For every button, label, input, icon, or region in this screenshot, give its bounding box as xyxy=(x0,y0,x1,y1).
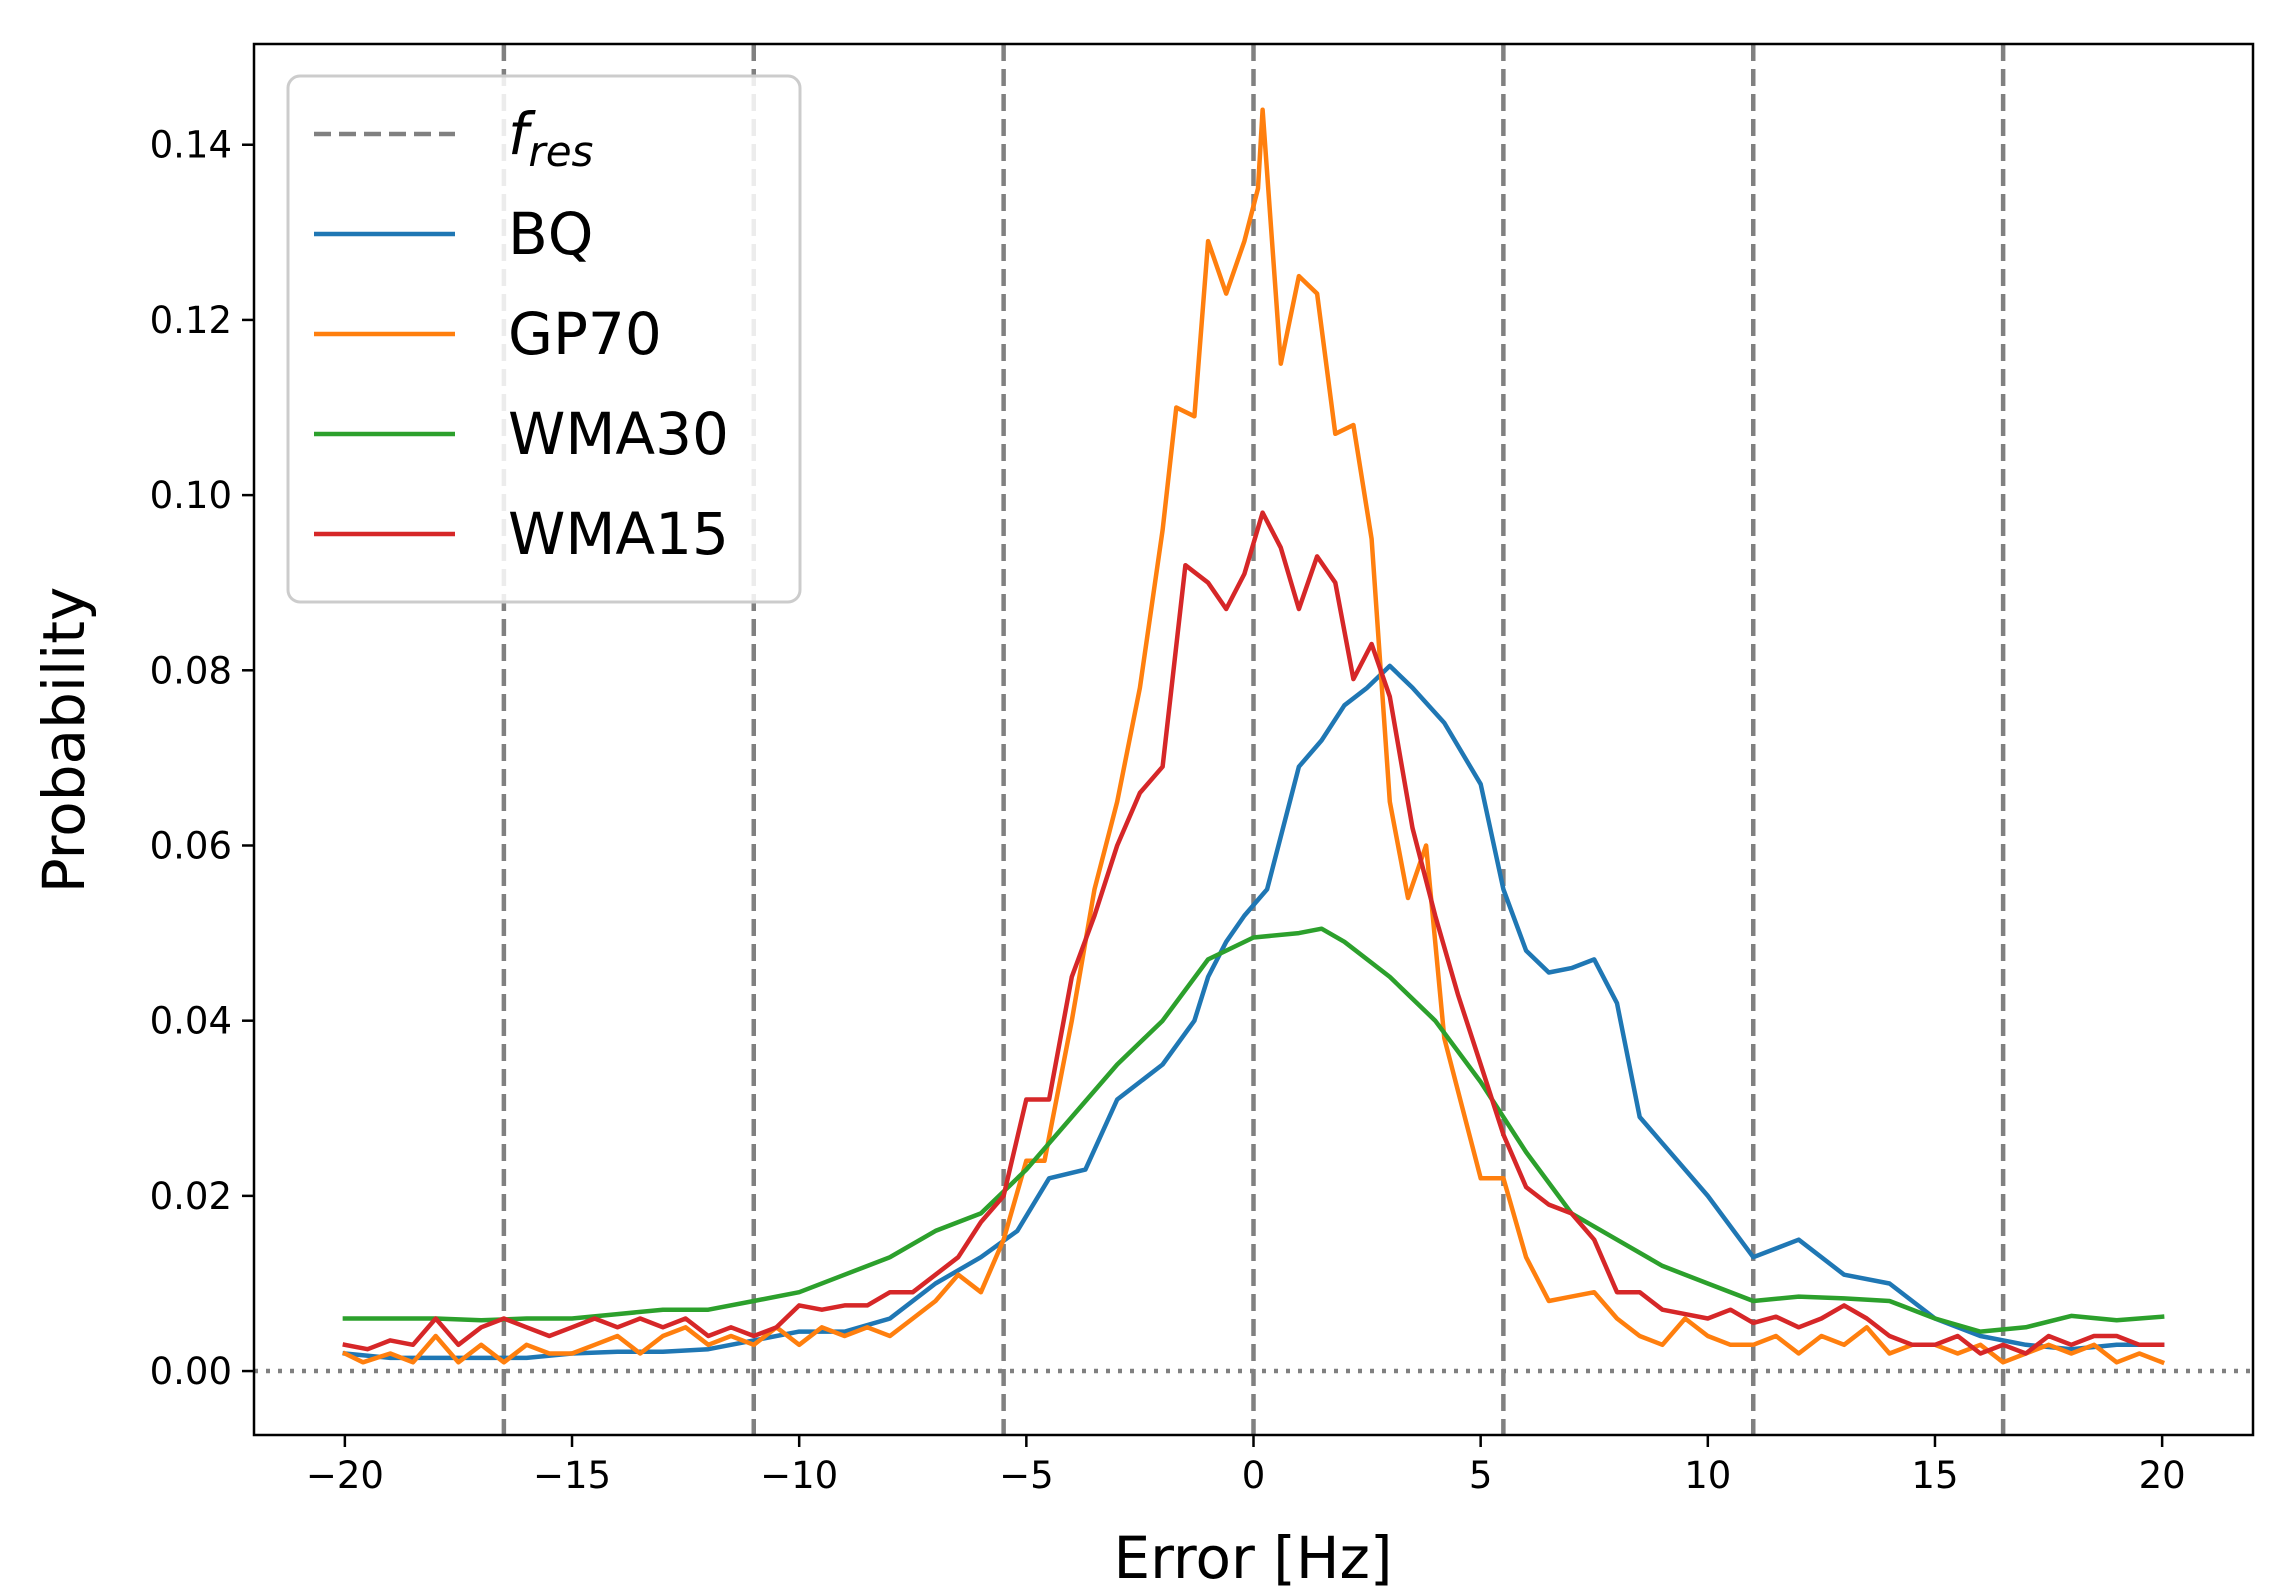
series-line-wma30 xyxy=(342,926,2165,1334)
x-tick-label: 5 xyxy=(1469,1454,1493,1497)
y-axis-title: Probability xyxy=(30,587,98,894)
tick-layer: −20 −15 −10 −5 0 5 10 15 20 0.00 0.02 0.04 0.06 0.08 0… xyxy=(150,124,2186,1497)
y-tick-label: 0.06 xyxy=(150,824,232,867)
legend-box xyxy=(286,74,802,604)
series-line-gp70 xyxy=(341,107,2166,1366)
legend-label-wma30: WMA30 xyxy=(508,400,729,468)
x-axis-title: Error [Hz] xyxy=(1113,1524,1392,1592)
x-tick-label: 20 xyxy=(2139,1454,2186,1497)
x-tick-label: 0 xyxy=(1242,1454,1266,1497)
legend-label-wma15: WMA15 xyxy=(508,500,729,568)
y-tick-label: 0.08 xyxy=(150,649,232,692)
y-tick-label: 0.02 xyxy=(150,1175,232,1218)
legend-label-gp70: GP70 xyxy=(508,300,662,368)
legend-label-bq: BQ xyxy=(508,200,593,268)
x-tick-label: 10 xyxy=(1684,1454,1731,1497)
series-line-wma15 xyxy=(342,510,2165,1356)
x-tick-label: 15 xyxy=(1911,1454,1958,1497)
x-tick-label: −5 xyxy=(999,1454,1054,1497)
x-tick-label: −15 xyxy=(533,1454,611,1497)
y-tick-label: 0.04 xyxy=(150,1000,232,1043)
y-tick-label: 0.14 xyxy=(150,124,232,167)
x-tick-label: −10 xyxy=(760,1454,838,1497)
x-tick-label: −20 xyxy=(306,1454,384,1497)
y-tick-label: 0.10 xyxy=(150,474,232,517)
y-tick-label: 0.12 xyxy=(150,299,232,342)
plot-area xyxy=(254,44,2253,1435)
series-line-bq xyxy=(342,663,2165,1361)
y-tick-label: 0.00 xyxy=(150,1350,232,1393)
